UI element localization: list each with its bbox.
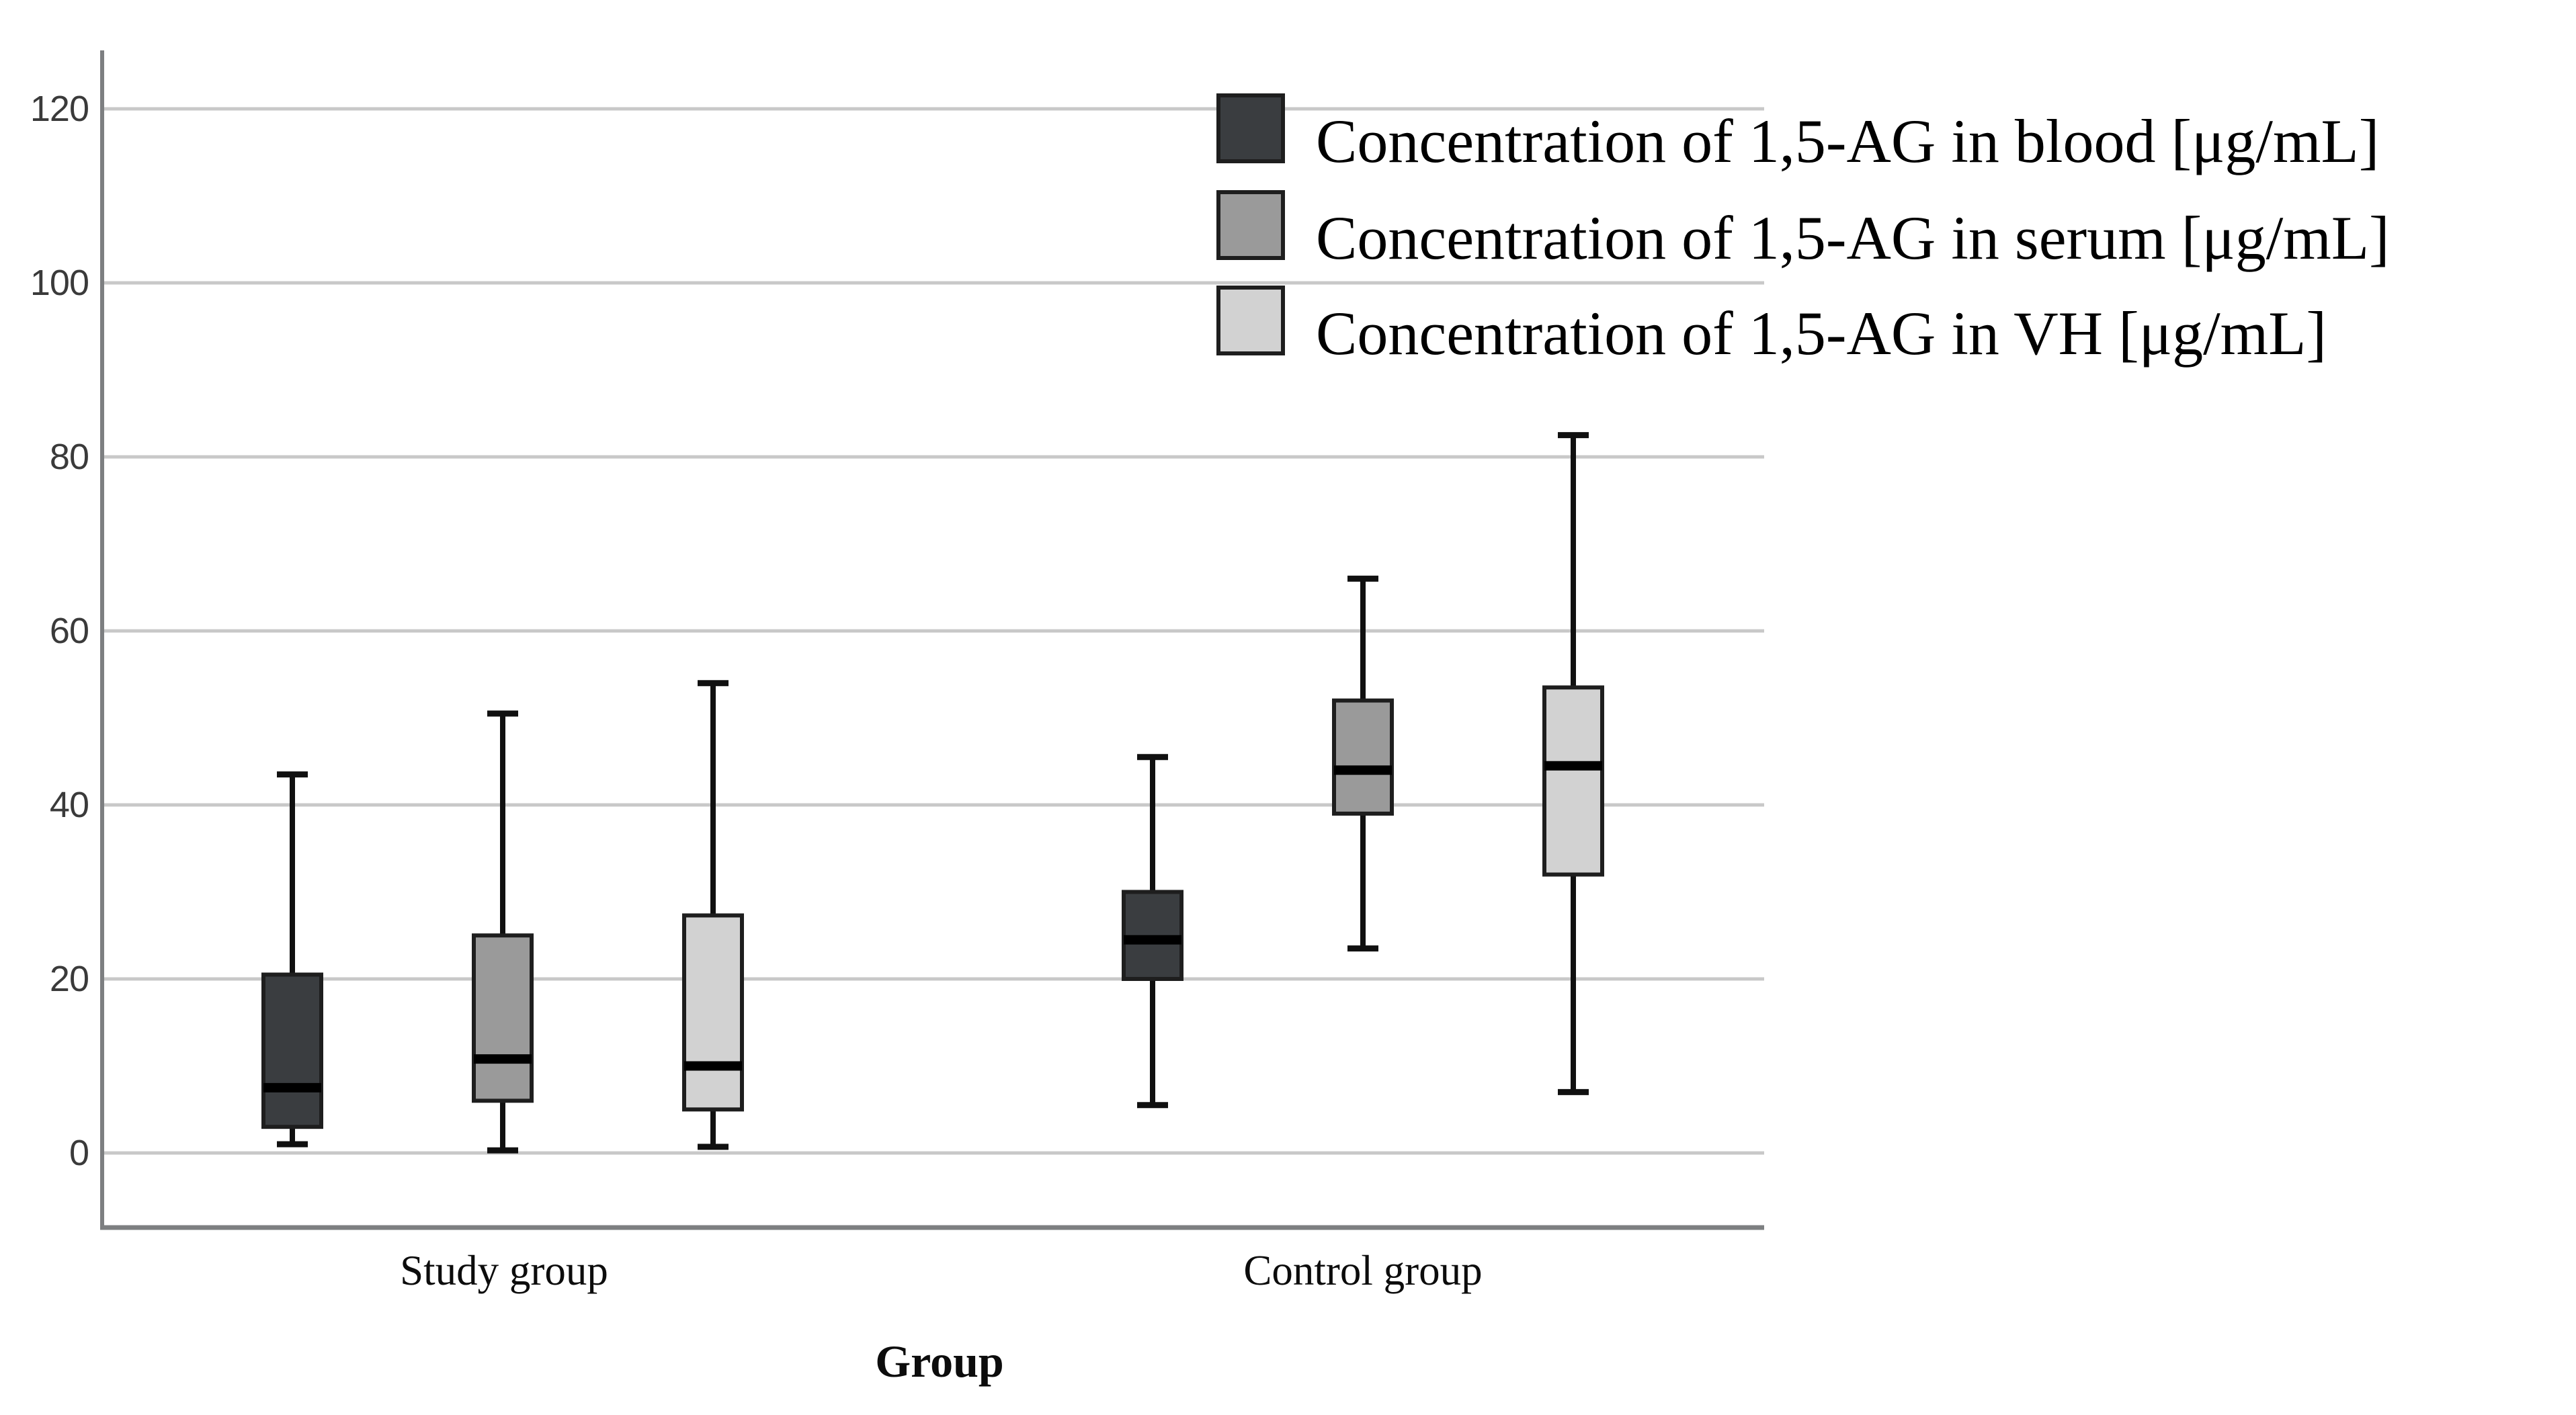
box-study-group-series-1 [472, 933, 534, 1103]
ytick-0: 0 [69, 1133, 89, 1173]
legend-item-serum: Concentration of 1,5-AG in serum [μg/mL] [1216, 190, 2390, 270]
legend-swatch-serum [1216, 190, 1285, 260]
category-label-study-group: Study group [400, 1247, 608, 1294]
ytick-100: 100 [30, 263, 89, 303]
ytick-20: 20 [49, 959, 89, 999]
category-label-control-group: Control group [1243, 1247, 1483, 1294]
ytick-40: 40 [49, 785, 89, 825]
box-control-group-series-1 [1332, 698, 1394, 816]
box-study-group-series-0 [261, 972, 323, 1129]
ytick-60: 60 [49, 611, 89, 651]
legend-item-vh: Concentration of 1,5-AG in VH [μg/mL] [1216, 286, 2327, 366]
legend-label-vh: Concentration of 1,5-AG in VH [μg/mL] [1316, 299, 2327, 368]
box-control-group-series-2 [1542, 685, 1604, 877]
ytick-80: 80 [49, 437, 89, 477]
box-study-group-series-2 [682, 913, 744, 1112]
legend-swatch-blood [1216, 93, 1285, 163]
legend-label-serum: Concentration of 1,5-AG in serum [μg/mL] [1316, 204, 2390, 272]
legend-swatch-vh [1216, 286, 1285, 355]
legend-label-blood: Concentration of 1,5-AG in blood [μg/mL] [1316, 107, 2380, 175]
x-axis-title: Group [875, 1336, 1004, 1387]
legend-item-blood: Concentration of 1,5-AG in blood [μg/mL] [1216, 93, 2379, 173]
ytick-120: 120 [30, 89, 89, 129]
